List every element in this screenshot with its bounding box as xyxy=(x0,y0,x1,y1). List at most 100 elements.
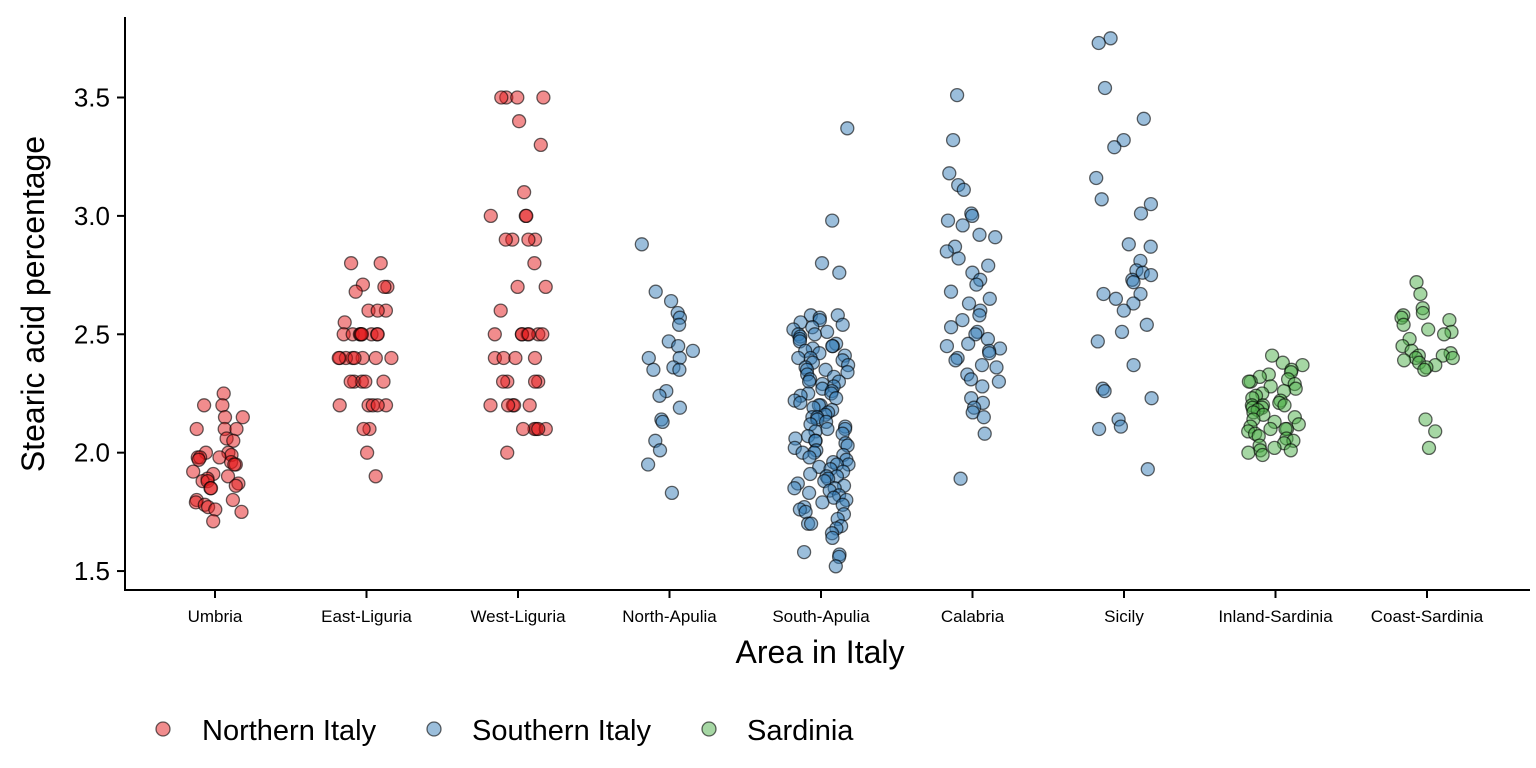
data-point-north-apulia xyxy=(648,284,663,299)
data-point-east-liguria xyxy=(376,374,391,389)
data-point-east-liguria xyxy=(368,350,383,366)
data-point-calabria xyxy=(942,166,957,181)
data-point-calabria xyxy=(965,208,980,224)
data-point-south-apulia xyxy=(802,450,817,465)
x-axis-title: Area in Italy xyxy=(736,634,905,670)
data-point-calabria xyxy=(940,213,956,228)
data-point-west-liguria xyxy=(487,327,502,342)
x-tick-label-inland-sardinia: Inland-Sardinia xyxy=(1218,607,1333,626)
y-tick-label: 3.0 xyxy=(74,201,110,231)
data-point-coast-sardinia xyxy=(1445,350,1460,366)
data-point-sicily xyxy=(1114,324,1130,340)
data-point-calabria xyxy=(943,284,959,299)
data-point-east-liguria xyxy=(356,421,371,437)
data-point-north-apulia xyxy=(663,293,679,309)
data-point-umbria xyxy=(186,464,201,479)
data-point-coast-sardinia xyxy=(1418,412,1433,427)
data-point-north-apulia xyxy=(652,388,667,403)
data-point-west-liguria xyxy=(533,137,548,153)
data-point-west-liguria xyxy=(535,327,550,342)
data-point-west-liguria xyxy=(494,90,509,105)
x-tick-label-north-apulia: North-Apulia xyxy=(622,607,717,626)
data-point-west-liguria xyxy=(515,421,531,437)
data-point-coast-sardinia xyxy=(1428,424,1443,439)
data-point-south-apulia xyxy=(814,256,830,271)
x-tick-label-south-apulia: South-Apulia xyxy=(772,607,870,626)
data-point-sicily xyxy=(1097,80,1113,96)
data-point-south-apulia xyxy=(801,374,817,389)
x-tick-label-coast-sardinia: Coast-Sardinia xyxy=(1371,607,1484,626)
data-point-sicily xyxy=(1143,239,1158,254)
x-tick-label-east-liguria: East-Liguria xyxy=(321,607,412,626)
data-point-south-apulia xyxy=(820,421,835,437)
data-point-calabria xyxy=(982,291,997,306)
data-point-umbria xyxy=(189,421,204,437)
data-point-coast-sardinia xyxy=(1413,286,1428,302)
data-point-south-apulia xyxy=(801,485,817,501)
data-point-coast-sardinia xyxy=(1417,362,1432,377)
data-point-calabria xyxy=(949,87,965,103)
data-point-south-apulia xyxy=(803,516,819,531)
data-point-inland-sardinia xyxy=(1283,443,1298,458)
data-point-calabria xyxy=(939,244,954,259)
data-point-umbria xyxy=(203,481,219,496)
data-point-sicily xyxy=(1121,237,1136,252)
data-point-east-liguria xyxy=(347,350,362,366)
data-point-south-apulia xyxy=(787,481,802,496)
data-point-calabria xyxy=(963,372,979,387)
data-point-calabria xyxy=(975,379,990,394)
data-point-sicily xyxy=(1143,267,1159,283)
data-point-coast-sardinia xyxy=(1409,275,1424,290)
data-point-inland-sardinia xyxy=(1255,447,1270,463)
data-point-umbria xyxy=(225,492,241,508)
data-point-umbria xyxy=(220,469,236,484)
data-point-sicily xyxy=(1126,275,1141,290)
data-point-inland-sardinia xyxy=(1241,445,1256,460)
data-point-south-apulia xyxy=(825,530,840,546)
data-point-west-liguria xyxy=(536,90,551,105)
data-point-west-liguria xyxy=(527,350,543,366)
data-point-calabria xyxy=(980,331,996,347)
data-point-west-liguria xyxy=(493,303,508,318)
data-point-sicily xyxy=(1133,286,1148,302)
data-point-umbria xyxy=(206,514,221,529)
data-point-south-apulia xyxy=(815,495,830,510)
legend: Northern Italy Southern Italy Sardinia xyxy=(155,715,854,747)
data-point-sicily xyxy=(1091,35,1106,51)
data-point-calabria xyxy=(948,353,963,368)
y-tick-label: 2.5 xyxy=(74,319,110,349)
data-point-south-apulia xyxy=(825,338,840,354)
data-point-sicily xyxy=(1126,357,1141,373)
data-point-west-liguria xyxy=(538,279,553,295)
data-point-north-apulia xyxy=(646,362,661,377)
data-point-sicily xyxy=(1091,421,1107,437)
data-point-north-apulia xyxy=(664,485,680,501)
data-point-west-liguria xyxy=(521,327,536,342)
data-point-south-apulia xyxy=(825,213,840,228)
data-point-east-liguria xyxy=(337,315,352,330)
data-point-coast-sardinia xyxy=(1396,353,1412,368)
data-point-inland-sardinia xyxy=(1288,381,1303,396)
data-point-umbria xyxy=(226,433,241,448)
data-point-south-apulia xyxy=(835,317,850,332)
data-point-sicily xyxy=(1107,140,1122,155)
data-point-west-liguria xyxy=(527,374,543,389)
data-point-east-liguria xyxy=(358,374,373,389)
data-point-inland-sardinia xyxy=(1267,440,1282,456)
data-point-south-apulia xyxy=(828,391,844,406)
y-ticks: 1.5 2.0 2.5 3.0 3.5 xyxy=(74,83,125,586)
data-point-west-liguria xyxy=(496,350,511,366)
data-point-umbria xyxy=(191,452,206,467)
data-point-calabria xyxy=(972,227,987,242)
points-layer xyxy=(186,31,1460,574)
data-point-west-liguria xyxy=(508,350,523,366)
data-point-east-liguria xyxy=(370,398,385,413)
data-point-calabria xyxy=(956,182,971,197)
data-point-inland-sardinia xyxy=(1241,374,1257,389)
data-point-calabria xyxy=(945,132,961,148)
x-ticks: Umbria East-Liguria West-Liguria North-Apul… xyxy=(188,590,1484,626)
data-point-inland-sardinia xyxy=(1277,398,1292,413)
y-tick-label: 3.5 xyxy=(74,83,110,113)
data-point-calabria xyxy=(974,357,990,373)
data-point-south-apulia xyxy=(840,121,855,136)
